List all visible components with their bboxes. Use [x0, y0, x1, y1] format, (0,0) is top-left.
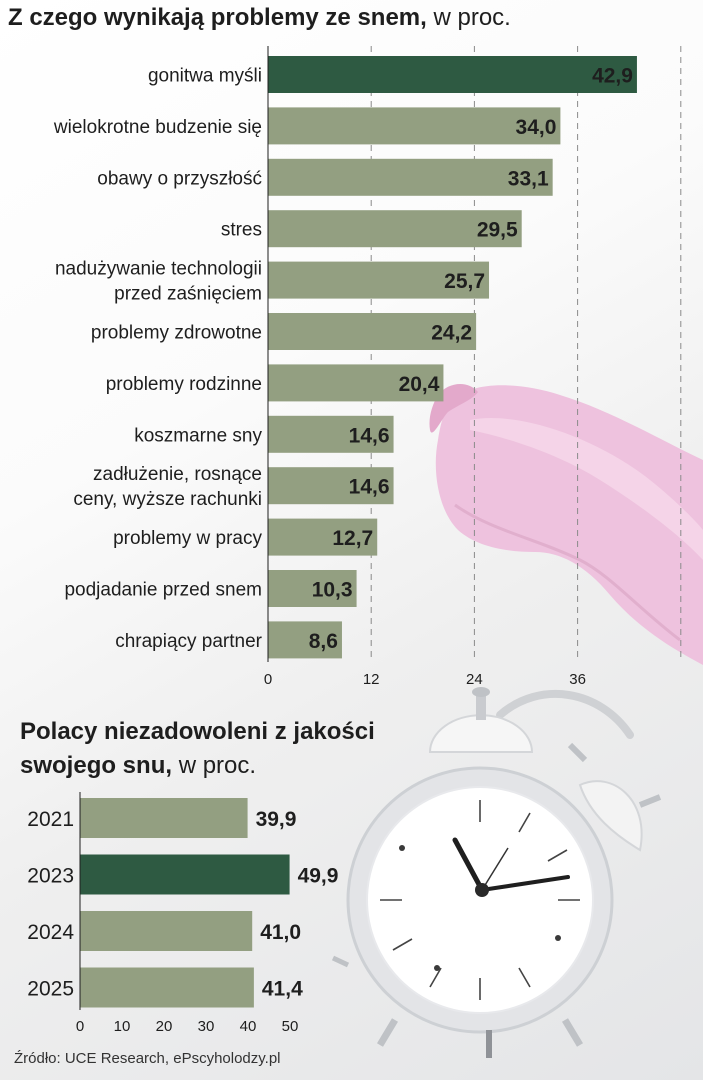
category-label-9-0: problemy w pracy	[113, 528, 262, 549]
value-label2-2: 41,0	[260, 921, 301, 944]
value-label-6: 20,4	[399, 373, 440, 396]
category-label-4-0: nadużywanie technologii	[55, 259, 262, 280]
chart1-subtitle: w proc.	[433, 4, 511, 31]
year-label-2: 2024	[27, 921, 74, 944]
value-label-9: 12,7	[332, 527, 373, 550]
value-label-7: 14,6	[349, 424, 390, 447]
sleep-mask-image	[429, 384, 703, 665]
chart2-title: Polacy niezadowoleni z jakości swojego s…	[20, 718, 375, 779]
value-label-3: 29,5	[477, 219, 518, 242]
chart1-title: Z czego wynikają problemy ze snem,	[8, 4, 427, 31]
category-label-2-0: obawy o przyszłość	[97, 168, 262, 189]
value-label-1: 34,0	[516, 116, 557, 139]
sleep-problems-chart: 42,9 gonitwa myśli 34,0 wielokrotne budzeni…	[53, 46, 682, 688]
bar-8	[268, 467, 394, 505]
bar-10	[268, 570, 357, 607]
bar-0	[268, 56, 637, 93]
x-tick-1: 12	[363, 671, 380, 688]
value-label-8: 14,6	[349, 476, 390, 499]
year-label-1: 2023	[27, 865, 74, 888]
value-label2-3: 41,4	[262, 978, 303, 1001]
value-label-11: 8,6	[309, 630, 338, 653]
bar2-0	[80, 798, 248, 838]
x-tick-3: 36	[569, 671, 586, 688]
category-label-6-0: problemy rodzinne	[106, 374, 262, 395]
alarm-clock-image	[331, 687, 662, 1058]
category-label-1-0: wielokrotne budzenie się	[53, 117, 262, 138]
value-label-5: 24,2	[431, 322, 472, 345]
bar-1	[268, 107, 561, 145]
category-label-11-0: chrapiący partner	[115, 631, 262, 652]
chart2-subtitle: w proc.	[178, 752, 257, 779]
bar-5	[268, 313, 477, 350]
bar-11	[268, 621, 342, 659]
x-tick2-1: 10	[114, 1018, 131, 1035]
category-label-8-1: ceny, wyższe rachunki	[73, 489, 262, 510]
x-tick2-5: 50	[282, 1018, 299, 1035]
category-label-4-1: przed zaśnięciem	[114, 284, 262, 305]
category-label-7-0: koszmarne sny	[134, 425, 262, 446]
value-label-0: 42,9	[592, 65, 633, 88]
category-label-5-0: problemy zdrowotne	[91, 323, 262, 344]
category-label-8-0: zadłużenie, rosnące	[93, 464, 262, 485]
value-label-10: 10,3	[312, 579, 353, 602]
bar-7	[268, 415, 394, 453]
value-label-4: 25,7	[444, 270, 485, 293]
x-tick2-0: 0	[76, 1018, 84, 1035]
chart1-title-block: Z czego wynikają problemy ze snem, w pro…	[8, 4, 511, 32]
bar-9	[268, 518, 378, 556]
year-label-0: 2021	[27, 808, 74, 831]
bar2-1	[80, 854, 290, 895]
x-tick-2: 24	[466, 671, 483, 688]
x-tick-0: 0	[264, 671, 272, 688]
source-note: Źródło: UCE Research, ePscyholodzy.pl	[14, 1050, 281, 1067]
category-label-3-0: stres	[221, 220, 262, 241]
value-label2-1: 49,9	[298, 865, 339, 888]
year-label-3: 2025	[27, 978, 74, 1001]
bar-3	[268, 210, 522, 248]
x-tick2-4: 40	[240, 1018, 257, 1035]
value-label2-0: 39,9	[256, 808, 297, 831]
bar2-3	[80, 967, 254, 1008]
x-tick2-3: 30	[198, 1018, 215, 1035]
bar-4	[268, 261, 490, 299]
bar2-2	[80, 911, 253, 951]
category-label-10-0: podjadanie przed snem	[64, 580, 262, 601]
chart2-title-block: Polacy niezadowoleni z jakości swojego s…	[20, 715, 380, 783]
value-label-2: 33,1	[508, 167, 549, 190]
category-label-0-0: gonitwa myśli	[148, 66, 262, 87]
bar-2	[268, 158, 553, 196]
x-tick2-2: 20	[156, 1018, 173, 1035]
bar-6	[268, 364, 444, 402]
